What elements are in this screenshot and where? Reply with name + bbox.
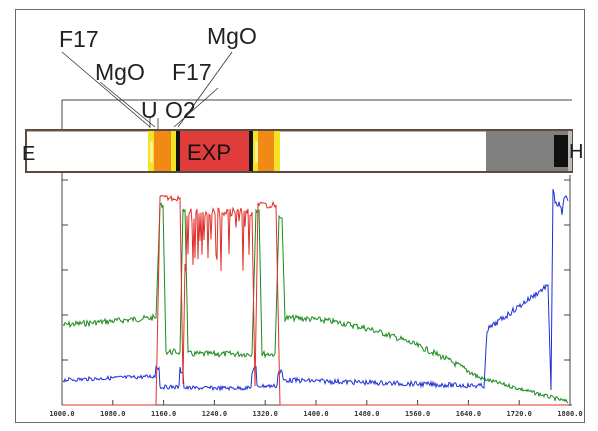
label-mgo-left: MgO — [95, 59, 145, 85]
label-f17-left: F17 — [59, 26, 99, 52]
label-u: U — [141, 97, 158, 123]
x-tick-label: 1800.0 — [557, 410, 582, 418]
left-ticks — [62, 179, 68, 361]
red-trace — [63, 194, 568, 406]
x-tick-label: 1720.0 — [507, 410, 532, 418]
blue-trace — [62, 188, 569, 392]
green-trace — [62, 202, 569, 404]
x-tick-label: 1400.0 — [303, 410, 328, 418]
x-tick-label: 1160.0 — [151, 410, 176, 418]
x-tick-label: 1240.0 — [202, 410, 227, 418]
x-tick-label: 1640.0 — [456, 410, 481, 418]
x-tick-label: 1560.0 — [405, 410, 430, 418]
label-f17-right: F17 — [172, 59, 212, 85]
x-tick-label: 1080.0 — [100, 410, 125, 418]
x-tick-label: 1480.0 — [354, 410, 379, 418]
target-bar — [25, 129, 573, 173]
right-ticks — [564, 179, 570, 361]
label-exp: EXP — [187, 140, 231, 165]
callout-lines — [61, 51, 233, 130]
figure-frame — [15, 9, 585, 423]
label-o2: O2 — [165, 97, 196, 123]
label-mgo-right: MgO — [207, 23, 257, 49]
x-tick-labels: 1000.0 1080.0 1160.0 1240.0 1320.0 1400.0 1480… — [49, 400, 583, 418]
label-right-edge: H — [569, 141, 583, 163]
x-tick-label: 1320.0 — [253, 410, 278, 418]
label-left-edge: E — [22, 143, 35, 165]
x-tick-label: 1000.0 — [49, 410, 74, 418]
